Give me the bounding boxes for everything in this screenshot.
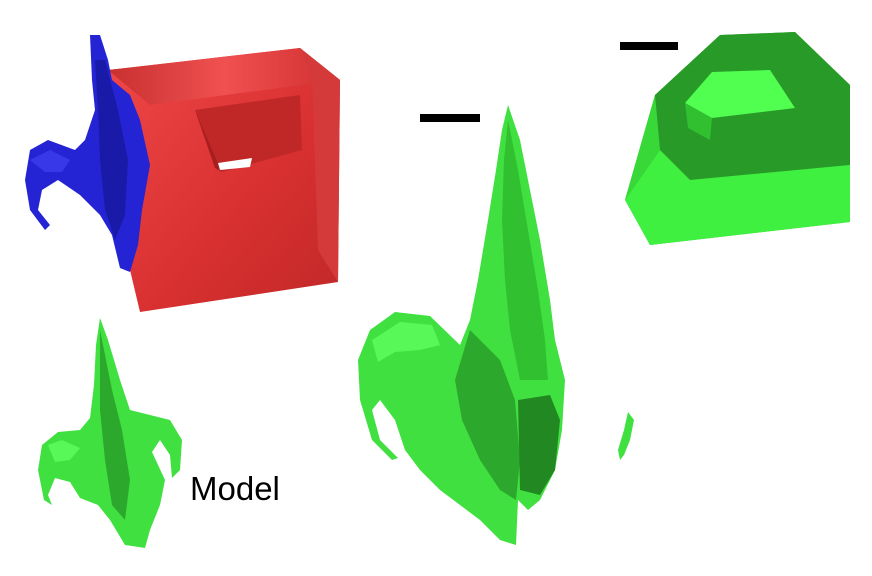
green-clip-box [625,32,850,245]
blue-model [25,35,150,272]
green-fragment [618,412,634,460]
right-scale-marker [620,42,678,50]
model-caption: Model [190,470,280,507]
red-clip-box [108,48,340,312]
large-green-model [358,105,565,545]
center-scale-marker [420,114,480,122]
small-green-model [38,318,182,548]
